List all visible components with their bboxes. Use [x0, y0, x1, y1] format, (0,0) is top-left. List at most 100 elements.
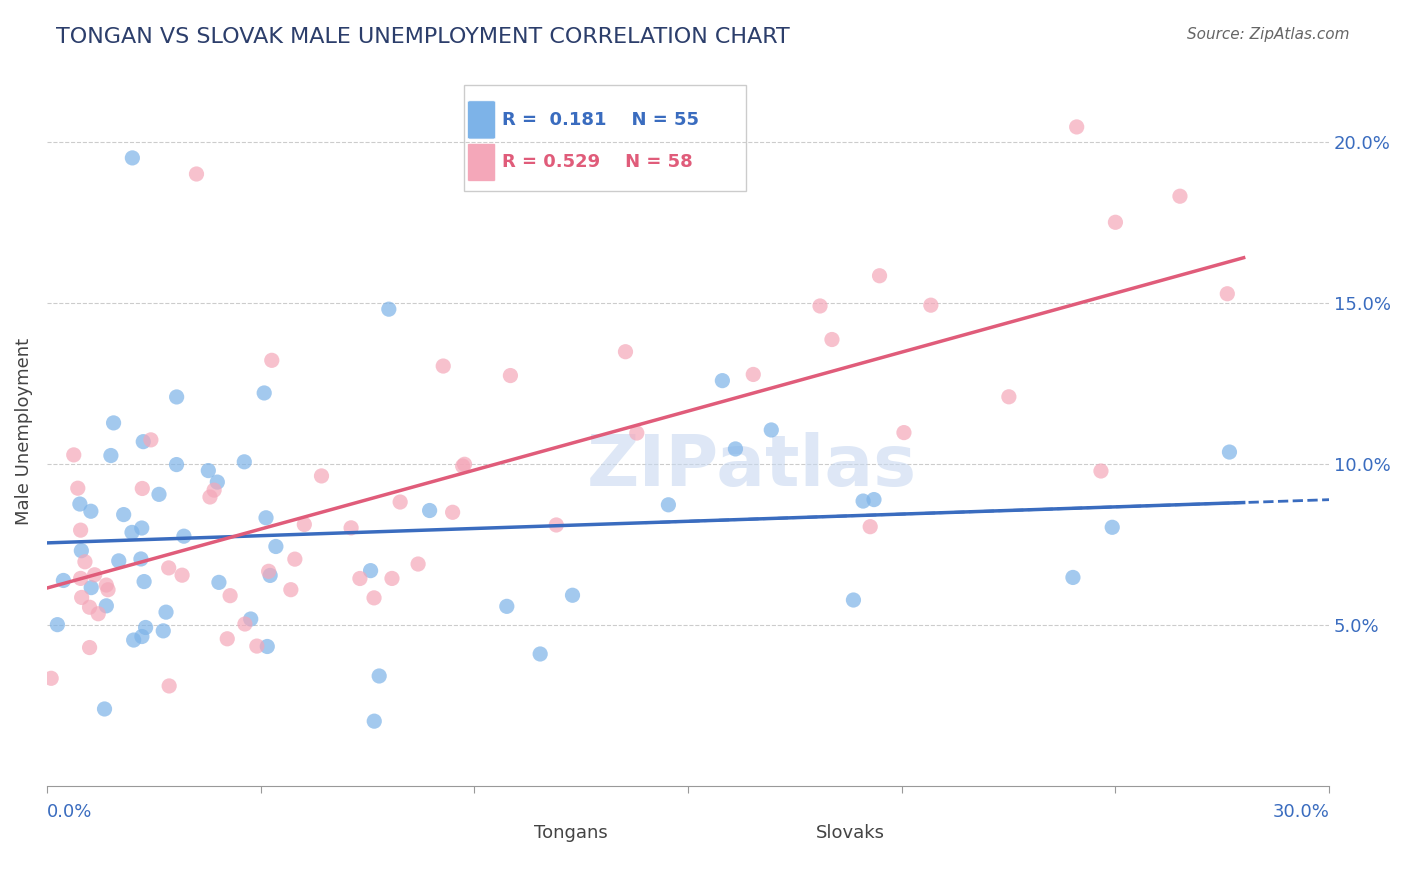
Point: [495, 599, 517, 614]
Point: [453, 457, 475, 471]
Point: [761, 423, 783, 437]
Point: [202, 483, 225, 497]
Point: [132, 434, 155, 449]
Point: [155, 605, 177, 619]
Point: [852, 494, 875, 508]
Point: [280, 582, 302, 597]
Point: [52, 574, 75, 588]
Point: [80, 504, 103, 518]
Point: [451, 458, 474, 473]
Point: [207, 475, 229, 489]
Text: R =  0.181    N = 55: R = 0.181 N = 55: [502, 111, 699, 129]
Point: [1168, 189, 1191, 203]
Point: [1066, 120, 1088, 134]
Point: [233, 455, 256, 469]
Point: [349, 572, 371, 586]
Point: [311, 469, 333, 483]
Point: [69, 497, 91, 511]
Point: [711, 374, 734, 388]
Point: [66, 481, 89, 495]
Point: [863, 492, 886, 507]
Point: [368, 669, 391, 683]
Point: [1062, 570, 1084, 584]
Point: [83, 567, 105, 582]
Point: [614, 344, 637, 359]
Point: [121, 151, 143, 165]
Point: [148, 487, 170, 501]
FancyBboxPatch shape: [467, 101, 496, 139]
Point: [284, 552, 307, 566]
Point: [100, 449, 122, 463]
Point: [256, 640, 278, 654]
Point: [1216, 286, 1239, 301]
Point: [363, 714, 385, 728]
Point: [131, 521, 153, 535]
Point: [529, 647, 551, 661]
Point: [96, 578, 118, 592]
Point: [893, 425, 915, 440]
FancyBboxPatch shape: [467, 144, 496, 182]
Point: [920, 298, 942, 312]
Point: [378, 302, 401, 317]
Point: [381, 571, 404, 585]
Point: [79, 600, 101, 615]
Point: [1218, 445, 1240, 459]
Point: [246, 639, 269, 653]
Point: [419, 503, 441, 517]
Text: Tongans: Tongans: [534, 824, 607, 842]
Text: R = 0.529    N = 58: R = 0.529 N = 58: [502, 153, 693, 171]
Point: [131, 482, 153, 496]
Point: [546, 518, 568, 533]
Bar: [464, 85, 745, 191]
Point: [97, 582, 120, 597]
Point: [107, 554, 129, 568]
Point: [79, 640, 101, 655]
Point: [69, 523, 91, 537]
Point: [561, 588, 583, 602]
Point: [157, 561, 180, 575]
Point: [46, 617, 69, 632]
Point: [340, 521, 363, 535]
Point: [292, 517, 315, 532]
Point: [87, 607, 110, 621]
Point: [1090, 464, 1112, 478]
Point: [198, 490, 221, 504]
Point: [257, 564, 280, 578]
Point: [70, 591, 93, 605]
Text: ZIPatlas: ZIPatlas: [588, 433, 917, 501]
Point: [103, 416, 125, 430]
Point: [121, 525, 143, 540]
Point: [499, 368, 522, 383]
Point: [219, 589, 242, 603]
Point: [186, 167, 208, 181]
Point: [96, 599, 118, 613]
Point: [69, 571, 91, 585]
Point: [132, 574, 155, 589]
Point: [172, 568, 194, 582]
Point: [1101, 520, 1123, 534]
Point: [239, 612, 262, 626]
Point: [139, 433, 162, 447]
Text: TONGAN VS SLOVAK MALE UNEMPLOYMENT CORRELATION CHART: TONGAN VS SLOVAK MALE UNEMPLOYMENT CORRE…: [56, 27, 790, 46]
Point: [360, 564, 382, 578]
Point: [233, 617, 256, 632]
Point: [152, 624, 174, 638]
Point: [131, 630, 153, 644]
Point: [259, 568, 281, 582]
Point: [39, 671, 62, 685]
Point: [253, 386, 276, 401]
Point: [122, 633, 145, 648]
Y-axis label: Male Unemployment: Male Unemployment: [15, 338, 32, 525]
Point: [406, 557, 429, 571]
Bar: [489, 814, 522, 838]
Point: [70, 543, 93, 558]
Point: [254, 510, 277, 524]
Point: [1104, 215, 1126, 229]
Point: [363, 591, 385, 605]
Point: [93, 702, 115, 716]
Point: [432, 359, 454, 373]
Point: [869, 268, 891, 283]
Text: 0.0%: 0.0%: [46, 804, 93, 822]
Point: [264, 540, 287, 554]
Point: [842, 593, 865, 607]
